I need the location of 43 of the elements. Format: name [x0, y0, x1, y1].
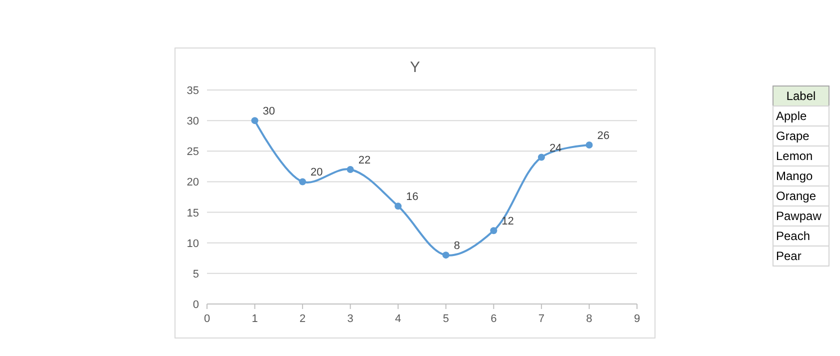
text: Orange: [776, 189, 816, 203]
text: Grape: [776, 129, 810, 143]
y-tick-label: 0: [192, 299, 199, 311]
text: Mango: [776, 169, 814, 183]
data-label: 20: [310, 166, 323, 179]
data-label: 30: [262, 106, 276, 118]
x-tick-label: 8: [586, 313, 592, 325]
x-tick-label: 9: [634, 313, 640, 325]
text: Peach: [776, 229, 810, 243]
chart-title: Y: [410, 59, 420, 76]
point: [442, 252, 450, 259]
y-tick-label: 35: [186, 85, 199, 97]
text: Pear: [776, 249, 802, 263]
data-label: 22: [358, 154, 371, 166]
point: [394, 202, 402, 210]
x-tick-label: 6: [490, 313, 497, 325]
y-tick-label: 20: [186, 176, 199, 189]
point: [538, 154, 545, 161]
text: Label: [786, 89, 816, 103]
y-tick-label: 10: [186, 238, 199, 250]
y-tick-label: 15: [186, 207, 199, 220]
x-tick-label: 3: [347, 313, 354, 325]
data-label: 16: [406, 191, 418, 204]
data-label: 26: [597, 130, 610, 142]
point: [251, 117, 258, 124]
y-tick-label: 30: [186, 116, 199, 128]
point: [346, 166, 354, 173]
text: Lemon: [776, 149, 813, 163]
x-tick-label: 1: [252, 313, 258, 325]
x-tick-label: 7: [538, 313, 545, 325]
text: Pawpaw: [776, 209, 822, 223]
point: [586, 142, 593, 149]
x-tick-label: 4: [395, 313, 402, 325]
text: Apple: [776, 109, 808, 123]
x-tick-label: 0: [204, 313, 210, 325]
data-label: 8: [454, 240, 460, 252]
x-tick-label: 2: [299, 313, 306, 325]
y-tick-label: 25: [186, 146, 199, 158]
x-tick-label: 5: [442, 313, 449, 325]
point: [299, 178, 306, 186]
y-tick-label: 5: [192, 268, 199, 280]
point: [490, 227, 498, 234]
data-label: 12: [502, 216, 514, 228]
